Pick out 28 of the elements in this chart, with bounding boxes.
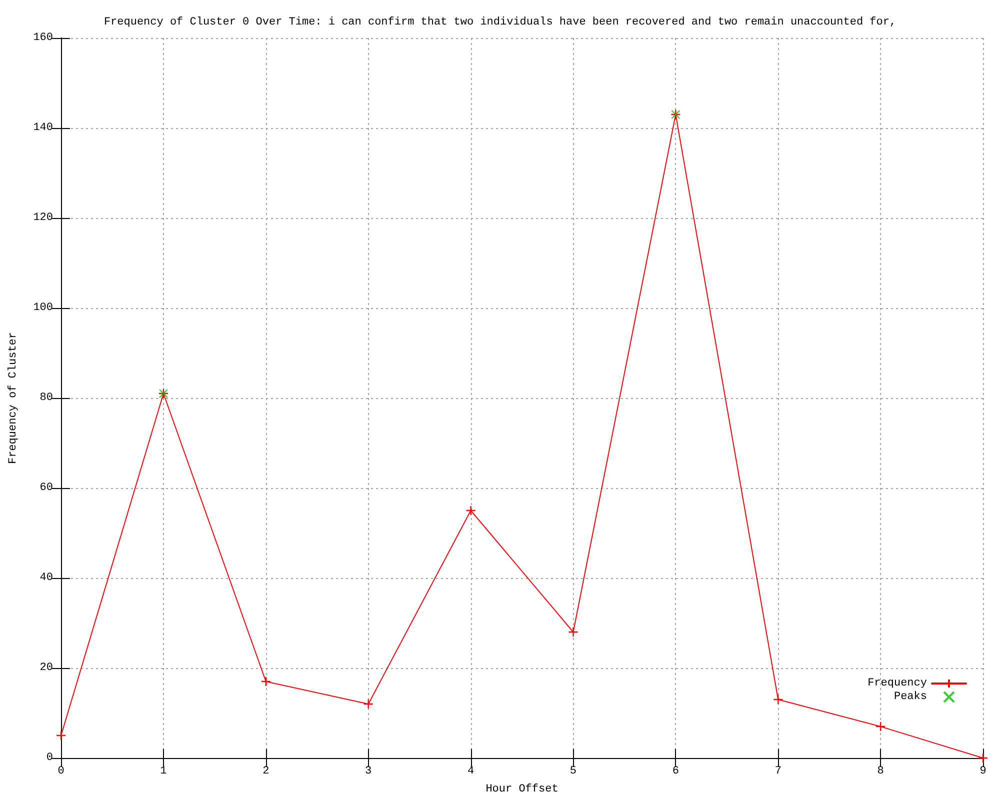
y-tick-label: 0 (46, 752, 53, 764)
point (466, 505, 476, 516)
y-tick-label: 60 (40, 482, 53, 494)
x-tick-label: 6 (672, 766, 679, 778)
y-tick-label: 160 (33, 32, 53, 44)
point (773, 694, 784, 705)
point (260, 676, 271, 687)
y-tick-label: 20 (40, 662, 53, 674)
x-tick-label: 5 (570, 766, 577, 778)
point (875, 721, 886, 732)
legend-label: Frequency (868, 678, 928, 690)
chart-title: Frequency of Cluster 0 Over Time: i can confirm that two individuals have been recovered and two remain unaccounted for, (104, 16, 896, 28)
x-tick-label: 4 (467, 766, 474, 778)
x-tick-label: 1 (160, 766, 168, 778)
legend-label: Peaks (894, 691, 927, 703)
point (568, 626, 578, 638)
y-tick-label: 120 (33, 212, 53, 224)
y-tick-label: 100 (33, 302, 53, 314)
x-tick-label: 9 (980, 766, 986, 778)
x-tick-label: 0 (58, 766, 64, 778)
x-axis-title: Hour Offset (486, 784, 558, 796)
y-tick-label: 40 (40, 572, 53, 584)
point (363, 698, 374, 710)
y-tick-label: 140 (33, 122, 53, 134)
y-tick-label: 80 (40, 392, 53, 404)
point (56, 730, 66, 741)
point (978, 752, 988, 764)
y-axis-title: Frequency of Cluster (8, 332, 20, 464)
